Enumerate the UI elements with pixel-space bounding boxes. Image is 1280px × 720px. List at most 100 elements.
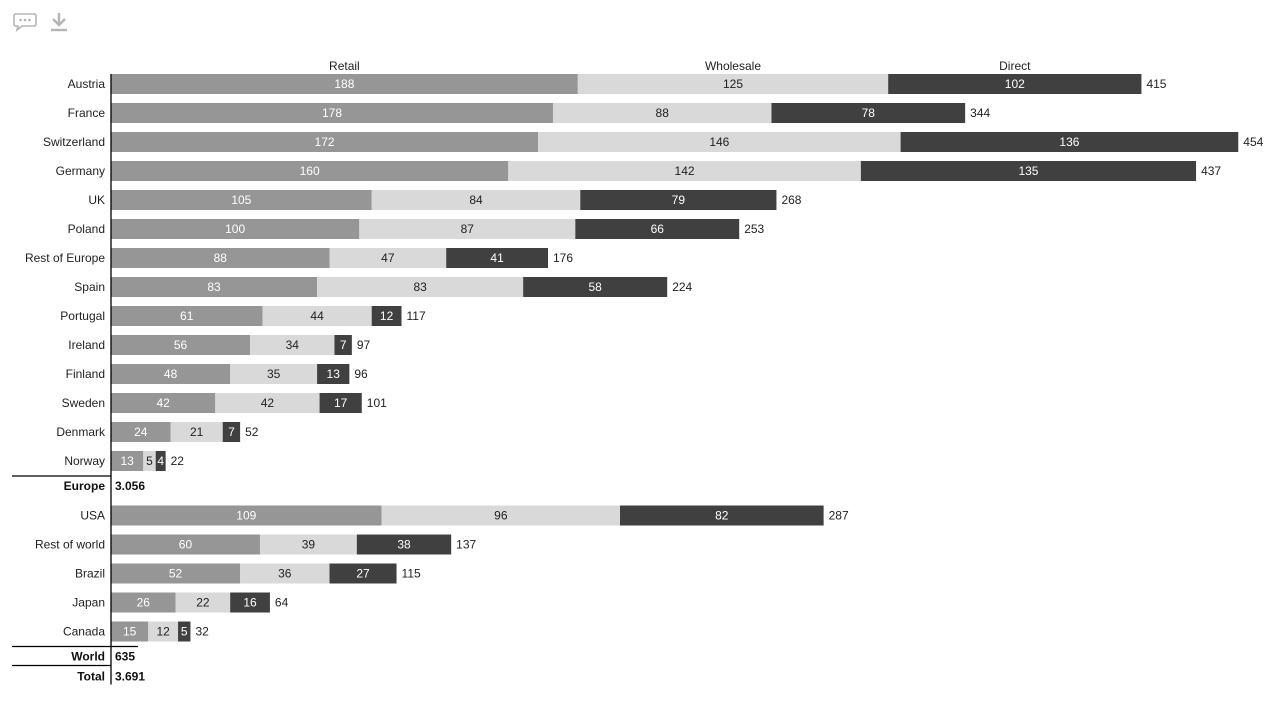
chart-toolbar	[12, 10, 72, 34]
speech-bubble-icon	[13, 13, 37, 32]
segment-value-label: 39	[302, 538, 316, 552]
bar-row-germany: Germany 160 142 135 437	[56, 161, 1221, 181]
bar-segment-direct	[580, 190, 777, 210]
segment-value-label: 66	[651, 222, 665, 236]
category-label: Poland	[68, 222, 105, 236]
bar-segment-wholesale	[215, 393, 320, 413]
bar-segment-wholesale	[508, 161, 861, 181]
segment-value-label: 26	[137, 596, 151, 610]
bar-segment-retail	[111, 132, 539, 152]
bar-segment-retail	[111, 103, 553, 123]
bar-segment-direct	[356, 534, 452, 555]
download-button[interactable]	[46, 10, 72, 34]
segment-value-label: 44	[310, 309, 324, 323]
bar-row-uk: UK 105 84 79 268	[88, 190, 802, 210]
category-label: Finland	[66, 367, 105, 381]
bar-segment-retail	[111, 563, 241, 584]
bar-segment-direct	[230, 592, 270, 613]
segment-value-label: 83	[207, 280, 221, 294]
bar-segment-retail	[111, 505, 382, 526]
segment-value-label: 96	[494, 509, 508, 523]
row-total-label: 101	[367, 396, 387, 410]
bar-segment-wholesale	[148, 621, 179, 642]
category-label: Canada	[63, 625, 105, 639]
comment-button[interactable]	[12, 10, 38, 34]
bar-row-portugal: Portugal 61 44 12 117	[60, 306, 426, 326]
bar-segment-retail	[111, 277, 318, 297]
segment-value-label: 78	[862, 106, 876, 120]
segment-value-label: 58	[589, 280, 603, 294]
bar-segment-retail	[111, 451, 144, 471]
row-total-label: 176	[553, 251, 573, 265]
segment-value-label: 24	[134, 425, 148, 439]
segment-value-label: 125	[723, 77, 743, 91]
segment-value-label: 88	[214, 251, 228, 265]
segment-value-label: 82	[715, 509, 729, 523]
row-total-label: 32	[195, 625, 209, 639]
bar-row-canada: Canada 15 12 5 32	[63, 621, 209, 642]
group-total-label: 3.056	[115, 479, 145, 493]
bar-segment-direct	[319, 393, 362, 413]
bar-segment-direct	[371, 306, 402, 326]
category-label: UK	[88, 193, 105, 207]
bar-row-finland: Finland 48 35 13 96	[66, 364, 368, 384]
bar-segment-direct	[222, 422, 241, 442]
bar-segment-direct	[178, 621, 191, 642]
bar-segment-direct	[317, 364, 350, 384]
segment-value-label: 27	[356, 567, 370, 581]
bar-row-switzerland: Switzerland 172 146 136 454	[43, 132, 1264, 152]
segment-value-label: 47	[381, 251, 395, 265]
category-label: Rest of Europe	[25, 251, 105, 265]
bar-row-france: France 178 88 78 344	[68, 103, 990, 123]
segment-value-label: 36	[278, 567, 292, 581]
row-total-label: 268	[781, 193, 801, 207]
row-total-label: 253	[744, 222, 764, 236]
category-label: Sweden	[62, 396, 105, 410]
segment-value-label: 142	[675, 164, 695, 178]
series-label-direct: Direct	[999, 59, 1031, 73]
segment-value-label: 172	[315, 135, 335, 149]
segment-value-label: 7	[228, 425, 235, 439]
bar-segment-wholesale	[143, 451, 156, 471]
segment-value-label: 87	[461, 222, 475, 236]
bar-segment-retail	[111, 306, 263, 326]
bar-segment-wholesale	[359, 219, 576, 239]
segment-value-label: 146	[709, 135, 729, 149]
category-label: Norway	[64, 454, 105, 468]
row-total-label: 117	[407, 309, 426, 323]
bar-segment-direct	[523, 277, 668, 297]
segment-value-label: 88	[656, 106, 670, 120]
bar-segment-direct	[888, 74, 1142, 94]
row-total-label: 96	[354, 367, 368, 381]
category-label: USA	[80, 509, 105, 523]
segment-value-label: 83	[413, 280, 427, 294]
group-label-world: World	[71, 650, 105, 664]
segment-value-label: 4	[157, 454, 164, 468]
row-total-label: 437	[1201, 164, 1221, 178]
segment-value-label: 105	[231, 193, 251, 207]
group-label-europe: Europe	[64, 479, 106, 493]
segment-value-label: 48	[164, 367, 178, 381]
segment-value-label: 84	[469, 193, 483, 207]
segment-value-label: 38	[397, 538, 411, 552]
segment-value-label: 15	[123, 625, 137, 639]
bar-segment-retail	[111, 364, 231, 384]
bar-row-denmark: Denmark 24 21 7 52	[56, 422, 259, 442]
segment-value-label: 13	[120, 454, 134, 468]
segment-value-label: 21	[190, 425, 204, 439]
bar-row-japan: Japan 26 22 16 64	[72, 592, 289, 613]
row-total-label: 224	[672, 280, 692, 294]
segment-value-label: 160	[300, 164, 320, 178]
bar-row-rest-of-europe: Rest of Europe 88 47 41 176	[25, 248, 573, 268]
segment-value-label: 16	[243, 596, 257, 610]
bar-segment-retail	[111, 74, 578, 94]
bar-segment-wholesale	[230, 364, 318, 384]
bar-segment-direct	[329, 563, 397, 584]
series-label-wholesale: Wholesale	[705, 59, 761, 73]
bar-segment-direct	[446, 248, 549, 268]
bar-segment-wholesale	[552, 103, 772, 123]
row-total-label: 287	[829, 509, 849, 523]
bar-segment-wholesale	[170, 422, 223, 442]
series-label-retail: Retail	[329, 59, 360, 73]
